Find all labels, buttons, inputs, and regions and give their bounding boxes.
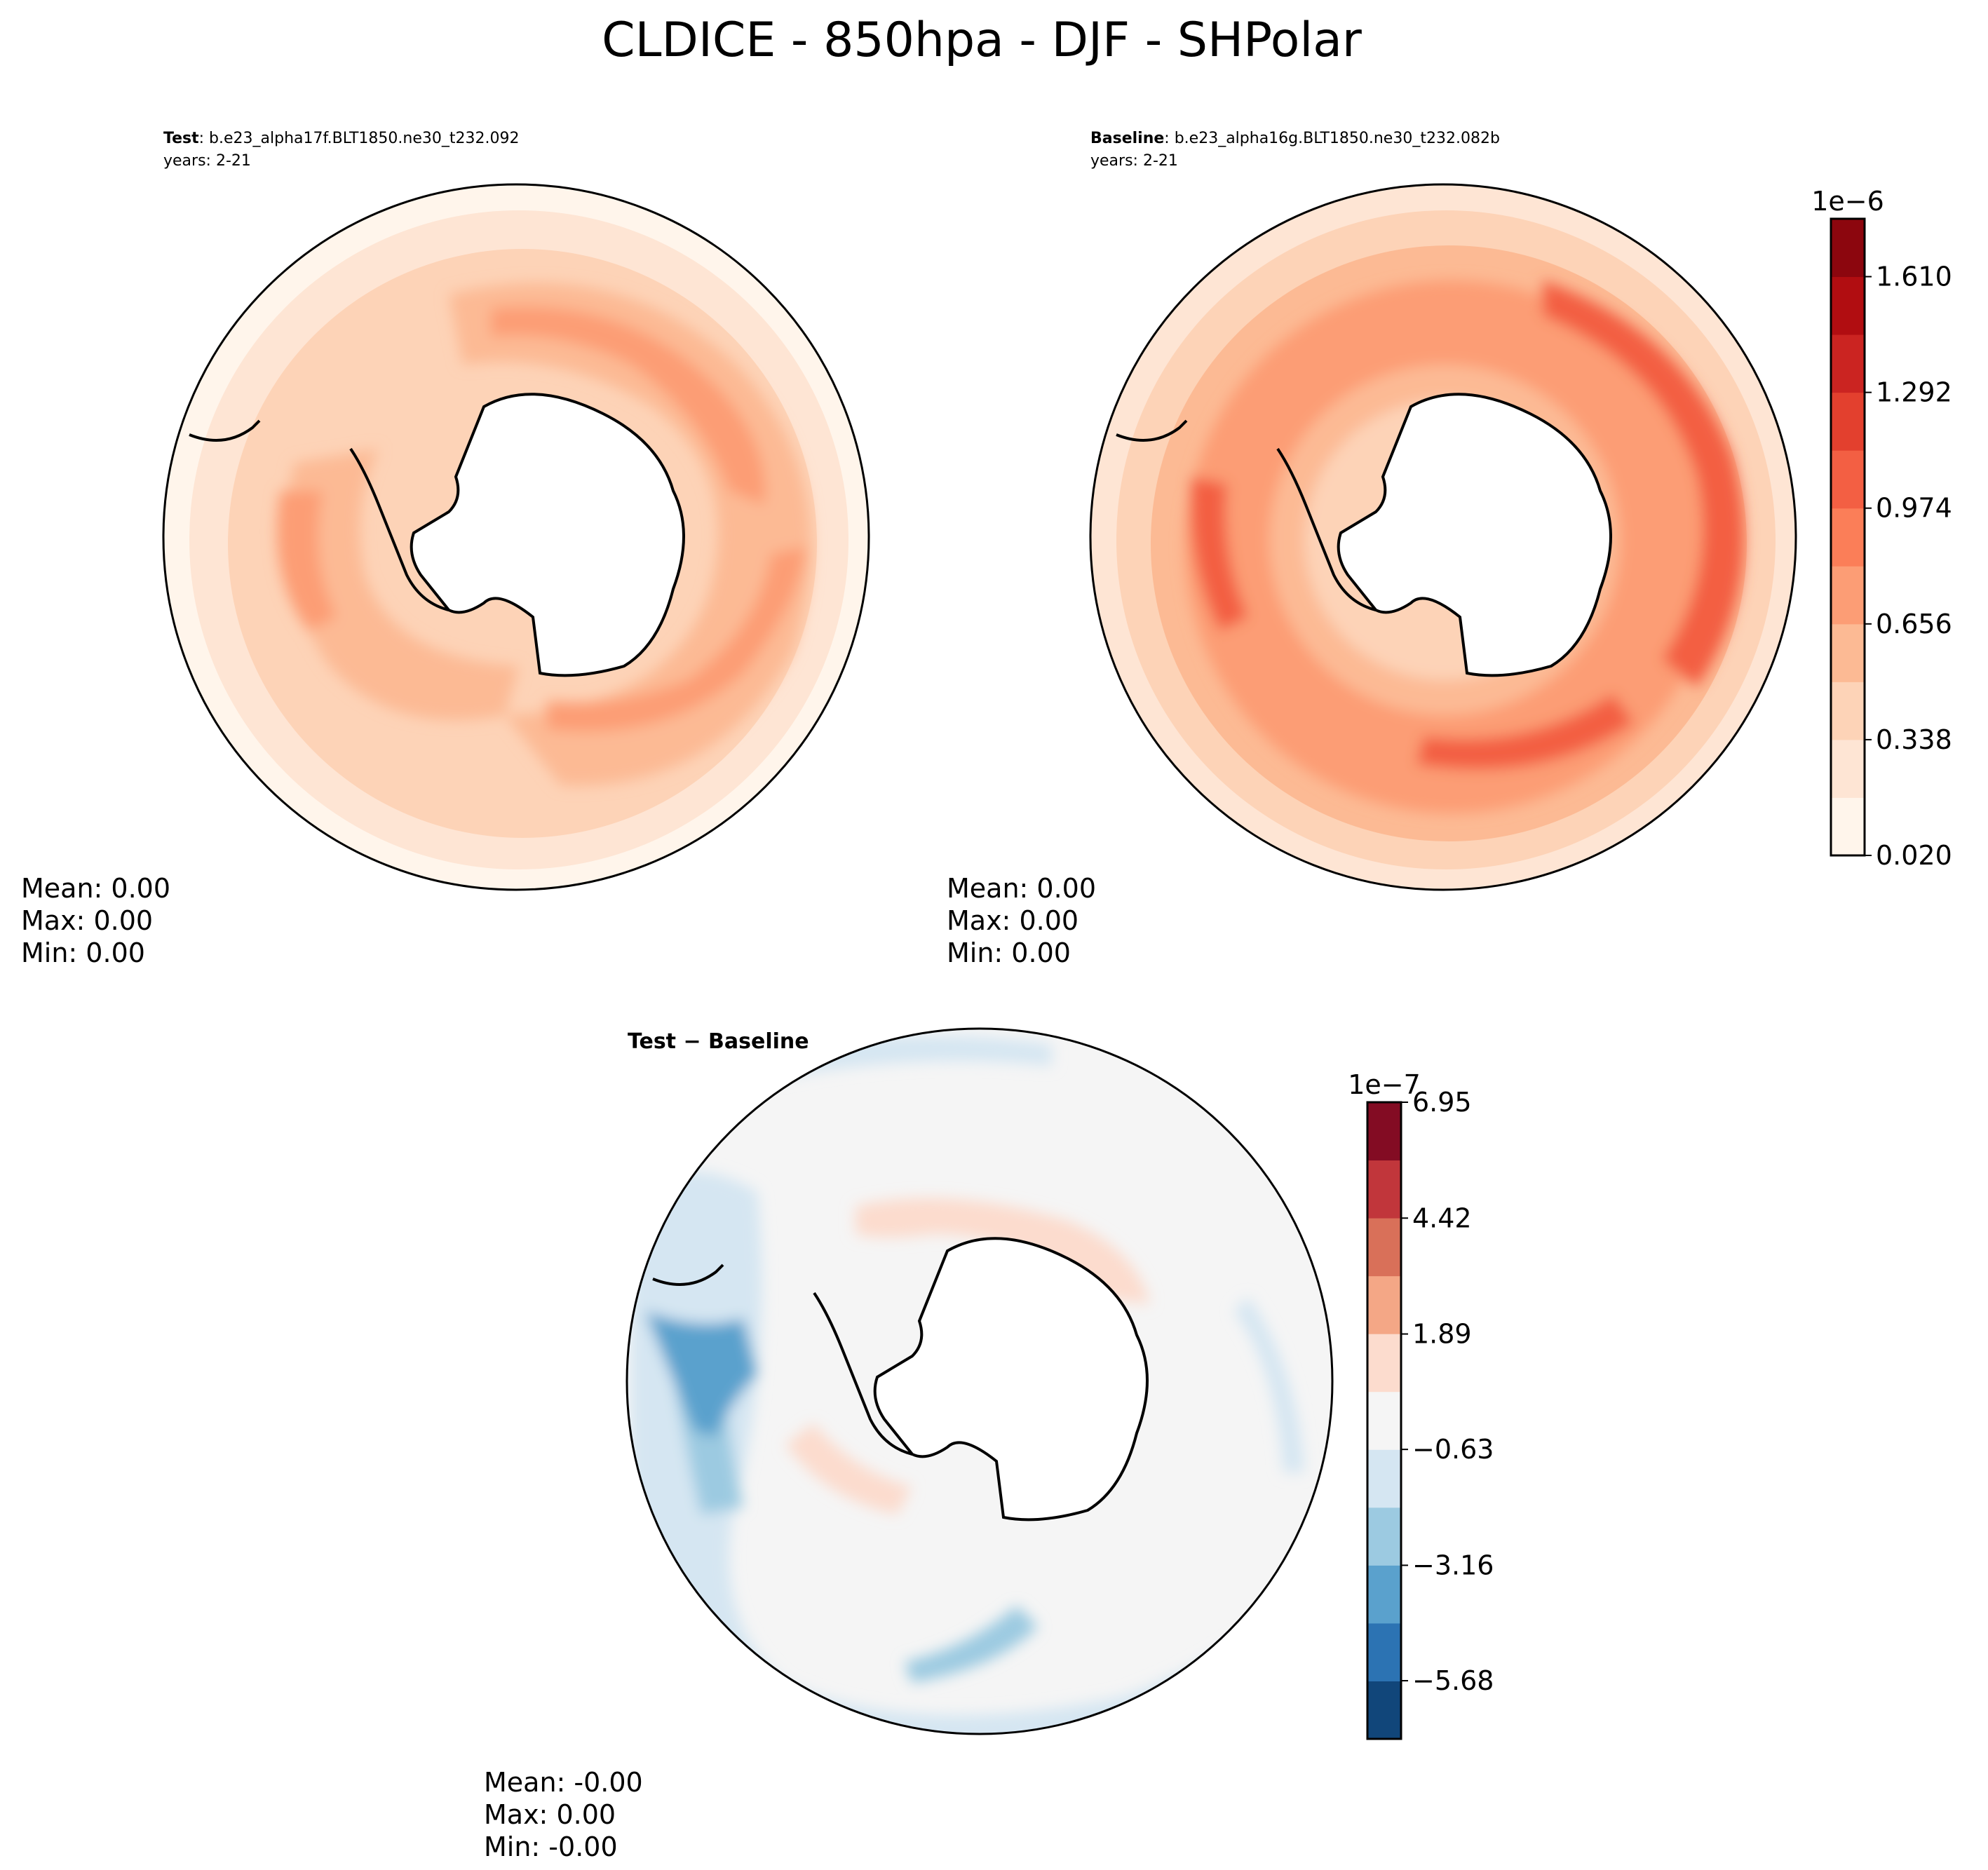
- diff-colorbar-tick-label: −0.63: [1412, 1434, 1494, 1465]
- baseline-panel-header: Baseline: b.e23_alpha16g.BLT1850.ne30_t2…: [1090, 130, 1500, 147]
- diff-stats: Mean: -0.00 Max: 0.00 Min: -0.00: [484, 1767, 643, 1862]
- baseline-min: Min: 0.00: [947, 937, 1071, 968]
- antarctic-peninsula: [349, 447, 449, 611]
- negative-south-core: [905, 1606, 1038, 1683]
- test-years: years: 2-21: [163, 152, 251, 170]
- band-core-south: [1416, 694, 1634, 770]
- diff-colorbar-segment: [1367, 1507, 1401, 1566]
- test-map: [163, 184, 869, 890]
- main-colorbar-tick-label: 1.292: [1876, 377, 1952, 408]
- diff-colorbar-tick-label: 1.89: [1412, 1319, 1472, 1350]
- main-colorbar-segment: [1831, 508, 1865, 567]
- main-colorbar-tick-label: 0.974: [1876, 493, 1952, 524]
- main-colorbar-segment: [1831, 566, 1865, 625]
- diff-colorbar-segment: [1367, 1334, 1401, 1393]
- antarctica: [1337, 393, 1612, 677]
- diff-colorbar-scale-label: 1e−7: [1348, 1069, 1421, 1100]
- test-stats: Mean: 0.00 Max: 0.00 Min: 0.00: [21, 873, 170, 968]
- diff-colorbar-segment: [1367, 1160, 1401, 1219]
- diff-max: Max: 0.00: [484, 1799, 616, 1830]
- test-max: Max: 0.00: [21, 905, 153, 936]
- figure-title: CLDICE - 850hpa - DJF - SHPolar: [602, 13, 1362, 68]
- baseline-stats: Mean: 0.00 Max: 0.00 Min: 0.00: [947, 873, 1096, 968]
- baseline-panel: Baseline: b.e23_alpha16g.BLT1850.ne30_t2…: [947, 130, 1797, 968]
- negative-drake: [645, 1311, 757, 1437]
- main-colorbar-segment: [1831, 219, 1865, 278]
- test-map-border: [162, 183, 870, 891]
- diff-map-border: [626, 1027, 1334, 1735]
- main-colorbar-tick-label: 0.020: [1876, 840, 1952, 871]
- test-mean: Mean: 0.00: [21, 873, 170, 904]
- diff-colorbar-tick-label: 6.95: [1412, 1087, 1472, 1118]
- main-colorbar-segment: [1831, 392, 1865, 451]
- diff-colorbar-segment: [1367, 1275, 1401, 1334]
- south-america-tip: [652, 1263, 724, 1286]
- positive-peninsula: [785, 1423, 912, 1515]
- diff-colorbar-segment: [1367, 1391, 1401, 1450]
- main-colorbar-segment: [1831, 450, 1865, 509]
- main-colorbar-scale-label: 1e−6: [1811, 186, 1884, 217]
- diff-colorbar-segment: [1367, 1622, 1401, 1681]
- diff-min: Min: -0.00: [484, 1831, 618, 1862]
- baseline-years: years: 2-21: [1090, 152, 1178, 170]
- cloud-ice-band: [277, 283, 811, 786]
- band-core-south: [547, 547, 806, 732]
- band-core-east: [1543, 280, 1744, 687]
- south-america-tip: [1116, 419, 1188, 442]
- test-min: Min: 0.00: [21, 937, 145, 968]
- negative-east: [1234, 1297, 1304, 1472]
- baseline-mean: Mean: 0.00: [947, 873, 1096, 904]
- diff-colorbar-frame: [1366, 1101, 1402, 1740]
- main-colorbar-tick-label: 0.656: [1876, 609, 1952, 639]
- diff-colorbar-segment: [1367, 1681, 1401, 1740]
- test-label: Test: [163, 130, 199, 147]
- baseline-map: [1090, 184, 1796, 890]
- main-colorbar-segment: [1831, 797, 1865, 856]
- diff-colorbar-segment: [1367, 1102, 1401, 1161]
- baseline-case-name: : b.e23_alpha16g.BLT1850.ne30_t232.082b: [1164, 130, 1500, 147]
- main-colorbar-frame: [1830, 217, 1866, 857]
- band-core-north: [491, 306, 766, 505]
- baseline-label: Baseline: [1090, 130, 1164, 147]
- diff-colorbar-segment: [1367, 1449, 1401, 1508]
- test-panel: Test: b.e23_alpha17f.BLT1850.ne30_t232.0…: [21, 130, 870, 968]
- south-america-tip: [189, 419, 261, 442]
- diff-mean: Mean: -0.00: [484, 1767, 643, 1798]
- diff-colorbar-tick-label: −5.68: [1412, 1665, 1494, 1696]
- diff-panel: Test − Baseline Mean: -0.00 Max: 0.00 Mi…: [484, 1027, 1334, 1862]
- test-panel-header: Test: b.e23_alpha17f.BLT1850.ne30_t232.0…: [163, 130, 519, 147]
- baseline-max: Max: 0.00: [947, 905, 1078, 936]
- main-colorbar-segment: [1831, 739, 1865, 798]
- diff-colorbar: 1e−7 −5.68 −3.16 −0.63 1.89 4.42 6.95: [1348, 1069, 1494, 1740]
- diff-colorbar-tick-label: 4.42: [1412, 1202, 1472, 1233]
- baseline-map-border: [1089, 183, 1797, 891]
- band-core-west: [1191, 477, 1248, 631]
- diff-colorbar-segment: [1367, 1218, 1401, 1277]
- diff-colorbar-tick-label: −3.16: [1412, 1550, 1494, 1580]
- test-case-name: : b.e23_alpha17f.BLT1850.ne30_t232.092: [199, 130, 520, 147]
- main-colorbar-tick-label: 0.338: [1876, 724, 1952, 755]
- band-west: [285, 449, 519, 720]
- diff-colorbar-segment: [1367, 1565, 1401, 1624]
- band-core-west: [277, 491, 337, 631]
- antarctica: [873, 1237, 1149, 1522]
- main-colorbar-segment: [1831, 682, 1865, 740]
- main-colorbar: 1e−6 0.020 0.338 0.656 0.974 1.292 1.610: [1811, 186, 1952, 871]
- antarctic-peninsula: [1276, 447, 1377, 611]
- diff-panel-title: Test − Baseline: [628, 1029, 809, 1054]
- main-colorbar-segment: [1831, 334, 1865, 393]
- main-colorbar-segment: [1831, 276, 1865, 335]
- antarctic-peninsula: [813, 1292, 913, 1456]
- main-colorbar-tick-label: 1.610: [1876, 262, 1952, 292]
- antarctica: [410, 393, 685, 677]
- main-colorbar-segment: [1831, 623, 1865, 682]
- diff-map: [627, 1029, 1332, 1734]
